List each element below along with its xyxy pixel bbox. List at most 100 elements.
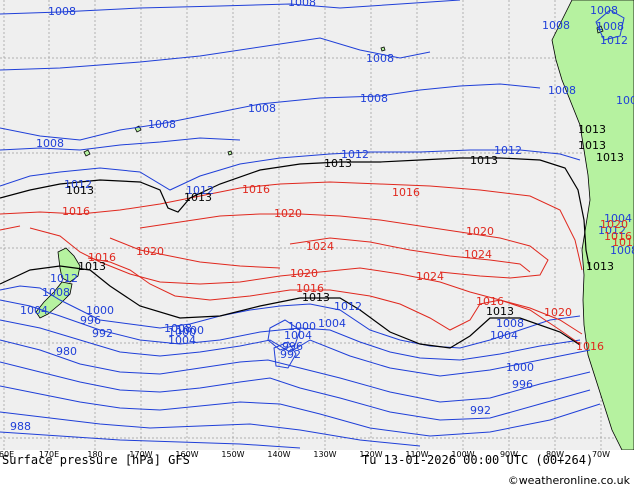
- isobar-label: 1013: [578, 139, 606, 152]
- longitude-label: 140W: [267, 450, 291, 459]
- longitude-label: 170W: [129, 450, 153, 459]
- isobar-label: 1012: [334, 300, 362, 313]
- isobar-label: 1013: [302, 291, 330, 304]
- isobar-label: 1008: [48, 5, 76, 18]
- isobar-label: 1016: [88, 251, 116, 264]
- isobar-label: 1008: [596, 20, 624, 33]
- isobar-label: 1004: [20, 304, 48, 317]
- isobar-label: 1016: [242, 183, 270, 196]
- isobar-label: 1000: [506, 361, 534, 374]
- isobar-label: 1008: [164, 322, 192, 335]
- pacific-island-3: [83, 149, 91, 157]
- isobar-label: 1013: [78, 260, 106, 273]
- map-title: Surface pressure [hPa] GFS: [2, 453, 190, 467]
- isobar-label: 1012: [64, 178, 92, 191]
- isobar-label: 1008: [360, 92, 388, 105]
- isobar-label: 1024: [416, 270, 444, 283]
- isobar-label: 992: [280, 348, 301, 361]
- isobar-label: 1024: [306, 240, 334, 253]
- isobar-labels: 1008 1008 1008 1008 1008 1008 1008 1008 …: [10, 0, 634, 433]
- isobar-1013: [0, 157, 591, 349]
- isobar-label: 1013: [184, 191, 212, 204]
- isobar-label: 1013: [66, 184, 94, 197]
- isobar-label: 1004: [168, 334, 196, 347]
- isobar-label: 996: [282, 340, 303, 353]
- isobar-label: 1000: [288, 320, 316, 333]
- isobar-label: 1008: [148, 118, 176, 131]
- isobar-label: 1008: [42, 286, 70, 299]
- isobar-label: 1012: [600, 34, 628, 47]
- isobar-label: 1004: [604, 212, 632, 225]
- isobar-label: 1008: [610, 244, 634, 257]
- isobar-label: 1008: [548, 84, 576, 97]
- isobar-label: 988: [10, 420, 31, 433]
- longitude-label: 100W: [451, 450, 475, 459]
- longitude-label: 130W: [313, 450, 337, 459]
- land-masses: [35, 0, 634, 450]
- isobar-label: 1013: [596, 151, 624, 164]
- isobars-high: [0, 181, 583, 345]
- isobar-label: 1020: [466, 225, 494, 238]
- new-zealand-south-island: [35, 281, 73, 319]
- south-america-land: [551, 0, 634, 450]
- isobar-label: 1012: [50, 272, 78, 285]
- isobar-label: 1016: [392, 186, 420, 199]
- isobar-label: 1008: [496, 317, 524, 330]
- ocean-background: [0, 0, 634, 450]
- isobar-label: 980: [56, 345, 77, 358]
- isobar-label: 1012: [494, 144, 522, 157]
- isobar-label: 1020: [136, 245, 164, 258]
- isobar-label: 1000: [176, 324, 204, 337]
- isobar-label: 1016: [476, 295, 504, 308]
- isobar-label: 1013: [578, 123, 606, 136]
- map-footer: 160E 170E 180 170W 160W 150W 140W 130W 1…: [0, 450, 634, 490]
- isobar-label: 996: [80, 314, 101, 327]
- isobar-label: 1008: [36, 137, 64, 150]
- longitude-label: 120W: [359, 450, 383, 459]
- isobar-label: 1004: [318, 317, 346, 330]
- isobar-label: 1000: [86, 304, 114, 317]
- isobar-label: 1008: [542, 19, 570, 32]
- isobar-label: 1013: [586, 260, 614, 273]
- credit-link[interactable]: ©weatheronline.co.uk: [507, 474, 630, 487]
- isobar-label: 1020: [290, 267, 318, 280]
- pacific-island-4: [227, 150, 233, 156]
- isobar-label: 1013: [486, 305, 514, 318]
- longitude-label: 180: [87, 450, 103, 459]
- isobar-label: 1004: [284, 329, 312, 342]
- new-zealand-north-island: [57, 247, 81, 283]
- isobar-label: 1016: [296, 282, 324, 295]
- isobar-label: 1013: [470, 154, 498, 167]
- forecast-date: Tu 13-01-2026 00:00 UTC (00+264): [362, 453, 594, 467]
- longitude-label: 160W: [175, 450, 199, 459]
- isobar-label: 992: [92, 327, 113, 340]
- longitude-label: 70W: [591, 450, 611, 459]
- isobar-label: 1008: [590, 4, 618, 17]
- longitude-label: 90W: [499, 450, 519, 459]
- isobar-label: 1024: [464, 248, 492, 261]
- longitude-label: 160E: [0, 450, 15, 459]
- longitude-label: 170E: [38, 450, 60, 459]
- isobar-label: 1004: [490, 329, 518, 342]
- isobar-label: 1008: [366, 52, 394, 65]
- isobar-label: 1000: [168, 326, 196, 339]
- surface-pressure-map: 1008 1008 1008 1008 1008 1008 1008 1008 …: [0, 0, 634, 450]
- isobar-label: 1016: [604, 230, 632, 243]
- longitude-label: 80W: [545, 450, 565, 459]
- isobar-label: 1020: [544, 306, 572, 319]
- isobar-label: 1016: [576, 340, 604, 353]
- isobars-low: [0, 0, 625, 449]
- longitude-label: 150W: [221, 450, 245, 459]
- isobar-label: 1020: [600, 218, 628, 231]
- isobar-label: 1012: [341, 148, 369, 161]
- isobar-label: 1008: [616, 94, 634, 107]
- isobar-label: 1012: [186, 184, 214, 197]
- pacific-island-1: [380, 46, 386, 52]
- isobar-label: 1016: [62, 205, 90, 218]
- isobar-label: 992: [470, 404, 491, 417]
- isobar-label: 996: [512, 378, 533, 391]
- isobar-label: 1008: [288, 0, 316, 9]
- isobar-label: 1020: [274, 207, 302, 220]
- isobar-label: 1012: [598, 224, 626, 237]
- isobar-label: 1016: [612, 236, 634, 249]
